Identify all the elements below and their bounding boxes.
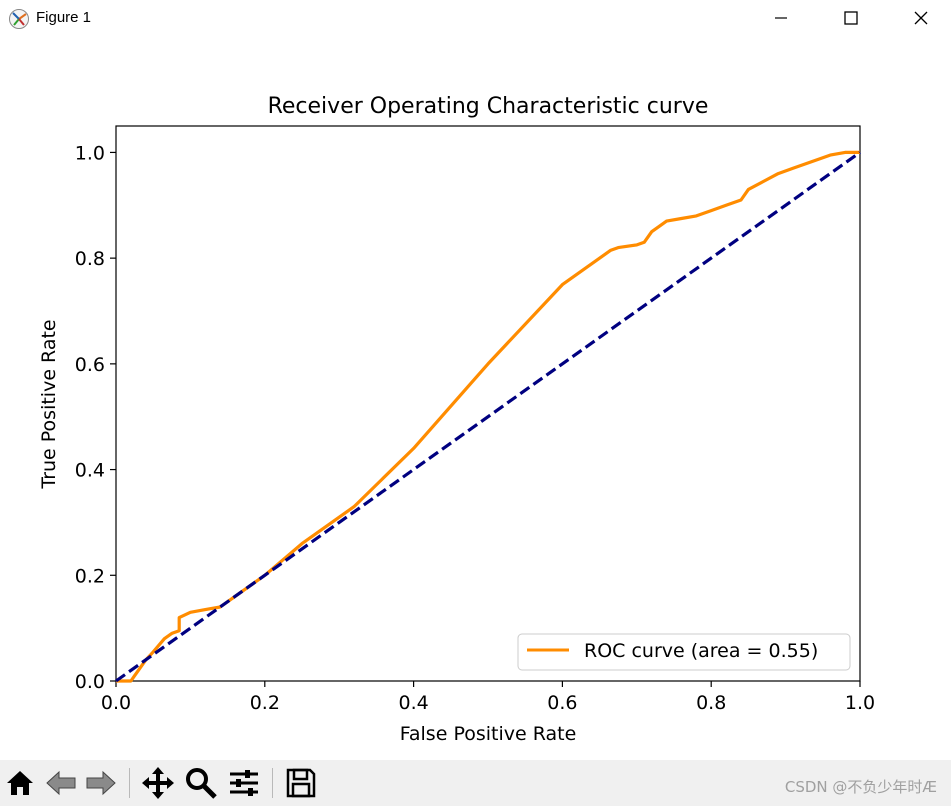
x-tick-label: 0.6 <box>547 692 577 714</box>
legend-box <box>517 633 851 671</box>
back-button[interactable] <box>42 764 80 802</box>
y-tick-label: 0.0 <box>75 671 105 693</box>
y-axis-label: True Positive Rate <box>38 319 60 489</box>
plot-frame <box>115 125 861 682</box>
zoom-button[interactable] <box>182 764 220 802</box>
legend-label-roc: ROC curve (area = 0.55) <box>584 640 818 662</box>
pan-icon <box>142 767 174 799</box>
configure-subplots-icon <box>230 770 258 796</box>
zoom-icon <box>186 768 217 799</box>
configure-subplots-button[interactable] <box>225 764 263 802</box>
minimize-button[interactable] <box>758 0 804 36</box>
forward-icon <box>86 770 116 796</box>
maximize-button[interactable] <box>828 0 874 36</box>
figure-canvas[interactable]: Receiver Operating Characteristic curve … <box>0 40 951 760</box>
x-tick-label: 1.0 <box>845 692 875 714</box>
window-title: Figure 1 <box>36 9 92 26</box>
chart-title: Receiver Operating Characteristic curve <box>268 94 709 119</box>
save-button[interactable] <box>282 764 320 802</box>
close-button[interactable] <box>898 0 944 36</box>
home-button[interactable] <box>1 764 39 802</box>
diagonal-reference-line <box>115 151 861 683</box>
pan-button[interactable] <box>139 764 177 802</box>
x-tick-label: 0.8 <box>696 692 726 714</box>
x-tick-label: 0.4 <box>398 692 428 714</box>
x-tick-label: 0.0 <box>101 692 131 714</box>
x-axis-label: False Positive Rate <box>400 723 577 745</box>
legend: ROC curve (area = 0.55) <box>517 633 851 671</box>
axes: 0.0 0.2 0.4 0.6 0.8 1.0 0.0 0.2 0.4 0.6 0.8 1.0 <box>75 125 875 714</box>
home-icon <box>7 771 33 795</box>
forward-button[interactable] <box>82 764 120 802</box>
maximize-icon <box>844 11 858 25</box>
toolbar-separator <box>129 768 130 798</box>
matplotlib-logo-icon <box>9 9 29 29</box>
watermark-text: CSDN @不负少年时Æ <box>784 778 937 796</box>
y-tick-label: 0.6 <box>75 354 105 376</box>
navigation-toolbar: CSDN @不负少年时Æ <box>0 760 951 806</box>
y-tick-label: 0.8 <box>75 248 105 270</box>
roc-curve-line <box>116 150 860 683</box>
toolbar-separator <box>272 768 273 798</box>
window-titlebar: Figure 1 <box>0 0 951 40</box>
minimize-icon <box>775 17 787 19</box>
y-tick-label: 0.4 <box>75 460 105 482</box>
x-tick-label: 0.2 <box>250 692 280 714</box>
series-lines <box>115 150 861 683</box>
y-tick-label: 0.2 <box>75 565 105 587</box>
close-icon <box>914 11 928 25</box>
roc-chart: Receiver Operating Characteristic curve … <box>38 94 875 745</box>
back-icon <box>46 770 76 796</box>
save-icon <box>286 768 316 798</box>
y-tick-label: 1.0 <box>75 142 105 164</box>
